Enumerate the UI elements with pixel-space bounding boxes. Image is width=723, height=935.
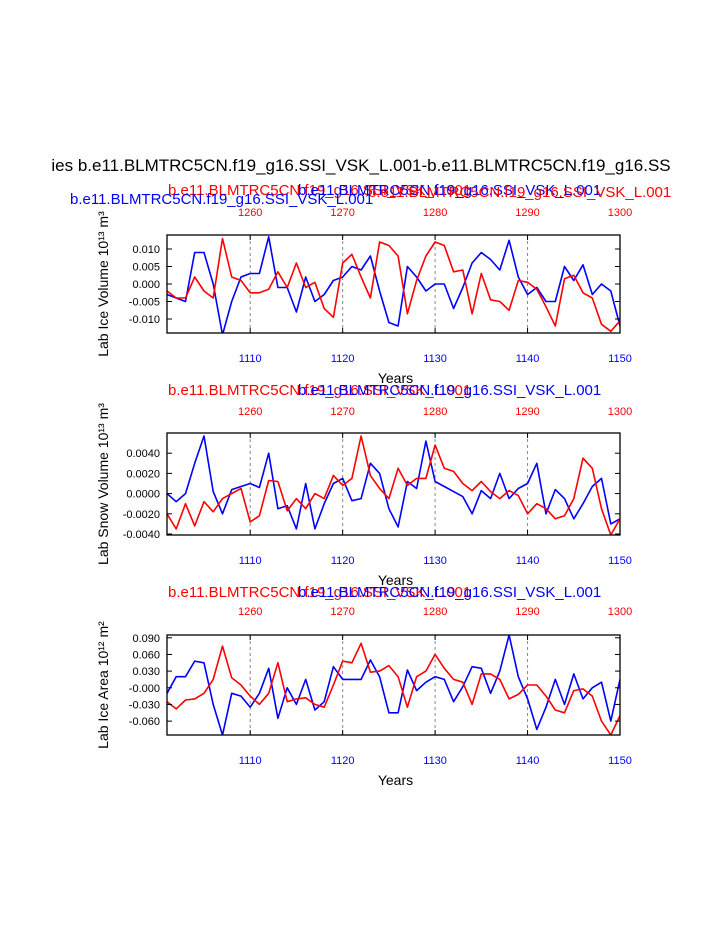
x-axis-label: Years <box>378 772 413 788</box>
top-x-tick-label: 1260 <box>238 207 262 219</box>
panel-title-blue: b.e11.BLMTRC5CN.f19_g16.SSI_VSK_L.001 <box>298 182 601 199</box>
x-tick-label: 1140 <box>516 555 540 567</box>
x-tick-label: 1130 <box>423 353 447 365</box>
y-tick-label: -0.060 <box>129 716 160 728</box>
y-tick-label: 0.0000 <box>126 489 160 501</box>
series-line-blue <box>167 236 620 333</box>
series-line-red <box>167 237 620 333</box>
x-tick-label: 1150 <box>608 353 632 365</box>
top-x-tick-label: 1300 <box>608 207 632 219</box>
top-x-tick-label: 1270 <box>330 606 354 618</box>
top-x-tick-label: 1290 <box>515 606 539 618</box>
panel-snow-volume: b.e11.BLMTRC5CN.f19_g16.SSI_VSK_L.001b.e… <box>95 382 632 588</box>
y-tick-label: 0.0020 <box>126 468 160 480</box>
top-x-tick-label: 1260 <box>238 406 262 418</box>
panel-title-blue: b.e11.BLMTRC5CN.f19_g16.SSI_VSK_L.001 <box>298 382 601 399</box>
y-tick-label: 0.030 <box>132 666 160 678</box>
plot-frame <box>166 634 621 736</box>
y-tick-label: -0.005 <box>129 297 160 309</box>
panel-title-blue: b.e11.BLMTRC5CN.f19_g16.SSI_VSK_L.001 <box>298 584 601 601</box>
y-tick-label: -0.030 <box>129 699 160 711</box>
x-tick-label: 1150 <box>608 555 632 567</box>
top-x-tick-label: 1290 <box>515 207 539 219</box>
panel-ice-volume: b.e11.BLMTRC5CN.f19_g16.SSI_VSK_L.001b.e… <box>70 182 671 386</box>
x-tick-label: 1130 <box>423 755 447 767</box>
panel-ice-area: b.e11.BLMTRC5CN.f19_g16.SSI_VSK_L.001b.e… <box>95 584 632 788</box>
y-tick-label: 0.060 <box>132 649 160 661</box>
x-axis-label: Years <box>378 370 413 386</box>
x-tick-label: 1110 <box>239 555 262 567</box>
top-x-tick-label: 1280 <box>423 406 447 418</box>
series-line-red <box>167 435 620 535</box>
panel-title-blue-secondary: b.e11.BLMTRC5CN.f19_g16.SSI_VSK_L.001 <box>70 191 373 208</box>
x-tick-label: 1120 <box>331 353 355 365</box>
top-x-tick-label: 1280 <box>423 606 447 618</box>
top-x-tick-label: 1290 <box>515 406 539 418</box>
y-tick-label: -0.0040 <box>123 529 160 541</box>
y-axis-label: Lab Snow Volume 10¹³ m³ <box>95 403 111 565</box>
x-tick-label: 1130 <box>423 555 447 567</box>
y-tick-label: -0.0020 <box>123 509 160 521</box>
x-tick-label: 1120 <box>331 555 355 567</box>
y-axis-label: Lab Ice Volume 10¹³ m³ <box>95 211 111 357</box>
series-line-blue <box>167 635 620 735</box>
x-tick-label: 1140 <box>516 755 540 767</box>
top-x-tick-label: 1270 <box>330 207 354 219</box>
y-tick-label: -0.000 <box>129 683 160 695</box>
y-tick-label: -0.010 <box>129 314 160 326</box>
y-tick-label: 0.0040 <box>126 448 160 460</box>
panel-title-red: b.e11.BLMTRC5CN.f19_g16.SSI_VSK_L.001 <box>168 382 471 399</box>
x-axis-label: Years <box>378 572 413 588</box>
panels-group: b.e11.BLMTRC5CN.f19_g16.SSI_VSK_L.001b.e… <box>70 182 671 788</box>
panel-title-red: b.e11.BLMTRC5CN.f19_g16.SSI_VSK_L.001 <box>168 584 471 601</box>
top-x-tick-label: 1260 <box>238 606 262 618</box>
y-tick-label: 0.090 <box>132 633 160 645</box>
top-x-tick-label: 1300 <box>608 406 632 418</box>
y-tick-label: 0.000 <box>132 279 160 291</box>
series-line-red <box>167 642 620 735</box>
x-tick-label: 1150 <box>608 755 632 767</box>
figure-main-title: ies b.e11.BLMTRC5CN.f19_g16.SSI_VSK_L.00… <box>51 156 670 175</box>
top-x-tick-label: 1280 <box>423 207 447 219</box>
y-tick-label: 0.010 <box>132 244 160 256</box>
panel-title-red: b.e11.BLMTRC5CN.f19_g16.SSI_VSK_L.001 <box>168 182 471 199</box>
x-tick-label: 1110 <box>239 353 262 365</box>
top-x-tick-label: 1270 <box>330 406 354 418</box>
series-line-blue <box>167 435 620 530</box>
y-tick-label: 0.005 <box>132 262 160 274</box>
y-axis-label: Lab Ice Area 10¹² m² <box>95 621 111 749</box>
panel-title-red-secondary: b.e11.BLMTRC5CN.f19_g16.SSI_VSK_L.001 <box>368 184 671 201</box>
x-tick-label: 1120 <box>331 755 355 767</box>
x-tick-label: 1110 <box>239 755 262 767</box>
top-x-tick-label: 1300 <box>608 606 632 618</box>
plot-frame <box>166 432 621 536</box>
x-tick-label: 1140 <box>516 353 540 365</box>
